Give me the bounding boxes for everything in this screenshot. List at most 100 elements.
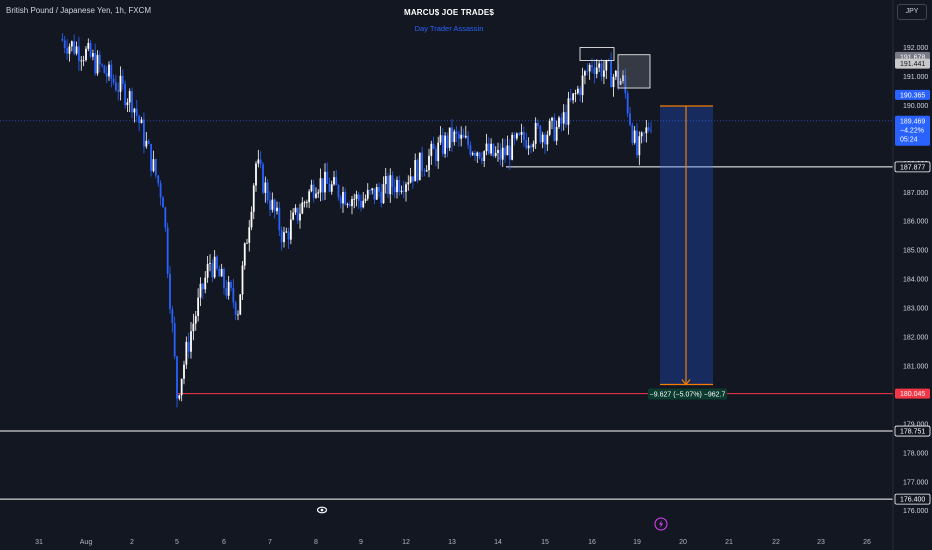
candle-body: [133, 108, 136, 113]
candle-body: [204, 277, 207, 290]
candle-body: [308, 191, 311, 203]
candle-body: [61, 38, 64, 41]
range-box[interactable]: [617, 54, 651, 89]
candle-body: [266, 182, 269, 201]
candle-body: [515, 133, 518, 139]
time-tick-label: 12: [402, 539, 410, 546]
candle-body: [353, 198, 356, 200]
candle-body: [640, 132, 643, 137]
candle-body: [89, 42, 92, 57]
price-tick-label: 176.000: [903, 508, 928, 515]
candle-body: [152, 159, 155, 172]
candle-body: [178, 395, 181, 399]
candle-body: [96, 54, 99, 74]
candle-body: [246, 242, 248, 244]
candle-body: [362, 200, 365, 208]
candle-body: [326, 171, 329, 184]
candle-body: [574, 93, 577, 94]
candle-body: [612, 76, 615, 88]
price-label-box: [895, 89, 930, 100]
candle-body: [105, 73, 108, 77]
candle-body: [218, 268, 221, 277]
candle-body: [87, 42, 90, 49]
candle-body: [448, 127, 451, 148]
candle-body: [169, 273, 171, 310]
measure-arrow-head: [681, 379, 691, 386]
candle-body: [183, 364, 185, 379]
symbol-title[interactable]: British Pound / Japanese Yen, 1h, FXCM: [6, 6, 151, 15]
candle-body: [458, 133, 460, 139]
price-axis[interactable]: 192.000191.000190.000189.000188.000187.0…: [903, 45, 928, 515]
candle-body: [126, 102, 129, 106]
range-box[interactable]: [579, 47, 615, 61]
time-tick-label: Aug: [80, 539, 93, 546]
candle-body: [382, 184, 385, 204]
candle-body: [647, 127, 650, 131]
currency-button[interactable]: JPY: [897, 4, 927, 20]
candle-body: [544, 134, 546, 145]
eye-icon[interactable]: [316, 506, 328, 514]
candle-body: [614, 70, 617, 77]
candle-body: [432, 143, 435, 150]
candle-body: [576, 88, 579, 94]
candle-body: [73, 41, 76, 54]
candle-body: [560, 117, 563, 124]
candle-body: [437, 142, 440, 162]
candle-body: [416, 160, 419, 181]
candle-body: [201, 283, 204, 290]
candle-body: [530, 145, 532, 148]
candle-body: [384, 176, 387, 185]
candle-body: [393, 186, 396, 193]
candle-body: [396, 180, 398, 193]
candle-body: [541, 134, 544, 143]
time-tick-label: 16: [588, 539, 596, 546]
candle-body: [360, 200, 362, 208]
horizontal-levels: [0, 120, 893, 500]
chart-drawings: −9.627 (−5.07%) −962.7: [579, 47, 727, 400]
candle-body: [119, 75, 122, 92]
candle-body: [248, 227, 251, 243]
time-tick-label: 13: [448, 539, 456, 546]
candle-body: [474, 153, 476, 157]
lightning-icon[interactable]: [654, 517, 668, 531]
time-tick-label: 23: [817, 539, 825, 546]
price-label-text: 191.441: [900, 61, 925, 68]
candle-body: [342, 191, 344, 204]
candle-body: [140, 119, 143, 124]
candle-body: [296, 207, 299, 221]
measure-label: −9.627 (−5.07%) −962.7: [650, 391, 726, 398]
candle-body: [588, 64, 591, 72]
candle-body: [94, 53, 97, 74]
candle-body: [216, 256, 218, 269]
candle-body: [310, 184, 313, 192]
measure-label-box: [648, 388, 727, 400]
candle-body: [364, 198, 367, 201]
time-axis[interactable]: 31 Aug 2 5 6 7 8 9 12 13 14 15 16 19 20 21 22 23 26: [35, 539, 871, 546]
candle-body: [446, 135, 449, 148]
candle-body: [373, 188, 376, 200]
candle-body: [485, 143, 488, 152]
candle-body: [190, 331, 192, 352]
candle-body: [187, 341, 190, 352]
price-label-box: [895, 58, 930, 69]
candle-body: [280, 230, 283, 243]
candle-body: [124, 83, 126, 106]
current-price-label-text: −4.22%: [900, 127, 924, 134]
candle-body: [312, 184, 315, 198]
price-label-box: [895, 426, 930, 437]
candle-body: [600, 63, 603, 77]
candle-body: [283, 232, 285, 243]
candle-body: [407, 182, 410, 185]
candle-body: [68, 46, 71, 54]
candle-body: [467, 135, 469, 146]
candle-body: [610, 60, 612, 88]
candle-body: [82, 60, 85, 61]
candle-body: [234, 302, 237, 316]
candle-body: [572, 93, 575, 101]
candle-body: [643, 132, 645, 134]
candle-body: [441, 135, 444, 154]
candle-body: [164, 207, 167, 228]
candle-body: [581, 75, 584, 96]
candle-body: [78, 46, 80, 62]
